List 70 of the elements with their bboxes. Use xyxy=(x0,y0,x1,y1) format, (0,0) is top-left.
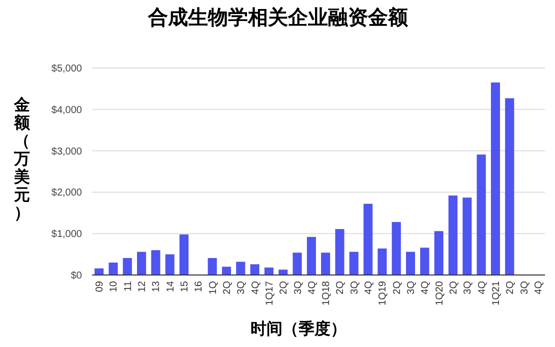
x-tick-label: 1Q18 xyxy=(321,280,332,306)
bar xyxy=(222,266,232,275)
x-tick-label: 4Q xyxy=(306,280,318,294)
x-tick-label: 09 xyxy=(94,280,106,292)
bar xyxy=(122,258,132,275)
bar xyxy=(278,270,288,275)
x-tick-label: 15 xyxy=(180,280,191,292)
bar xyxy=(420,248,430,275)
y-tick-label: $0 xyxy=(70,270,82,282)
bar xyxy=(321,252,330,275)
bar xyxy=(250,264,260,275)
x-tick-label: 3Q xyxy=(292,280,304,294)
x-tick-label: 4Q xyxy=(533,280,544,294)
x-tick-label: 4Q xyxy=(364,280,375,294)
x-tick-label: 2Q xyxy=(278,280,290,294)
bar xyxy=(392,222,401,275)
bar xyxy=(306,236,316,275)
bar xyxy=(490,82,500,275)
x-tick-label: 1Q xyxy=(208,280,219,294)
y-axis-title: 金额（万美元） xyxy=(13,96,31,222)
bar xyxy=(264,268,274,275)
bar xyxy=(462,198,472,275)
bar xyxy=(378,248,387,275)
x-tick-label: 4Q xyxy=(250,280,262,294)
bar xyxy=(434,231,444,275)
bar xyxy=(292,252,302,275)
x-tick-label: 3Q xyxy=(519,280,530,294)
chart-title: 合成生物学相关企业融资金额 xyxy=(147,6,409,29)
bar xyxy=(236,262,246,275)
bar xyxy=(406,252,416,275)
x-tick-label: 1Q20 xyxy=(434,280,446,306)
bar xyxy=(208,258,217,275)
x-tick-label: 16 xyxy=(194,280,205,292)
x-tick-label: 4Q xyxy=(420,280,432,294)
x-tick-label: 3Q xyxy=(462,280,474,294)
bar xyxy=(137,252,146,275)
x-tick-label: 11 xyxy=(122,280,134,292)
x-tick-label: 2Q xyxy=(392,280,403,294)
bar xyxy=(505,98,514,275)
bar xyxy=(448,196,458,275)
bar xyxy=(364,204,373,275)
bar xyxy=(179,234,189,275)
x-tick-label: 4Q xyxy=(476,280,488,294)
bar xyxy=(108,262,118,275)
x-tick-label: 2Q xyxy=(448,280,460,294)
x-tick-label: 3Q xyxy=(406,280,418,294)
bar xyxy=(94,268,104,275)
y-tick-label: $4,000 xyxy=(51,104,82,116)
y-tick-label: $1,000 xyxy=(51,229,82,240)
y-tick-label: $5,000 xyxy=(51,64,82,74)
x-axis-title: 时间（季度） xyxy=(250,319,346,338)
y-tick-label: $2,000 xyxy=(51,188,82,199)
bar xyxy=(349,252,358,275)
x-tick-label: 12 xyxy=(137,280,148,292)
bar xyxy=(476,154,486,275)
bar xyxy=(151,250,160,275)
x-tick-label: 2Q xyxy=(222,280,233,294)
x-tick-label: 1Q17 xyxy=(264,280,276,306)
bar xyxy=(335,229,344,275)
x-tick-label: 1Q21 xyxy=(490,280,502,306)
x-tick-label: 3Q xyxy=(349,280,360,294)
x-tick-label: 13 xyxy=(151,280,162,292)
x-tick-label: 10 xyxy=(108,280,120,292)
x-tick-label: 3Q xyxy=(236,280,248,294)
x-tick-label: 2Q xyxy=(505,280,516,294)
x-tick-label: 14 xyxy=(165,280,176,292)
bar xyxy=(165,254,174,275)
x-tick-label: 2Q xyxy=(335,280,346,294)
y-tick-label: $3,000 xyxy=(51,146,82,158)
x-tick-label: 1Q19 xyxy=(378,280,389,306)
